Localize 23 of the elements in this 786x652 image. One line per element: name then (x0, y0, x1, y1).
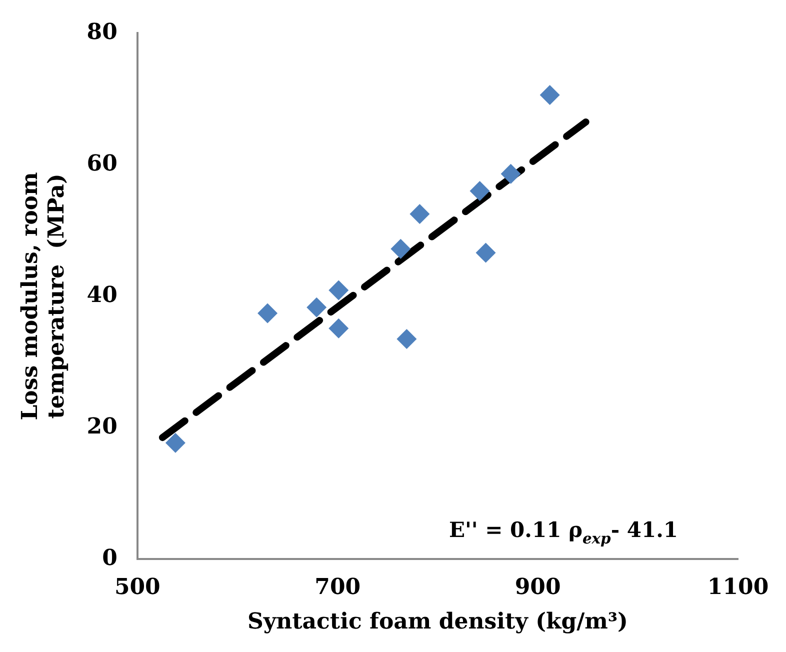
point (258, 303, 278, 324)
point (500, 164, 521, 184)
point (410, 204, 430, 224)
x-axis-title: Syntactic foam density (kg/m³) (247, 608, 628, 635)
point (476, 242, 496, 263)
x-tick-label: 900 (514, 574, 561, 600)
y-tick-label: 60 (86, 150, 118, 176)
y-axis-title: Loss modulus, room temperature (MPa) (16, 172, 70, 420)
point (470, 181, 490, 201)
point (328, 318, 349, 338)
x-tick-label: 1100 (707, 574, 769, 600)
point (306, 297, 327, 318)
x-tick-label: 700 (314, 574, 361, 600)
y-tick-label: 40 (86, 282, 118, 308)
y-tick-label: 80 (86, 18, 118, 45)
x-tick-label: 500 (114, 574, 160, 600)
y-tick-label: 20 (86, 413, 118, 440)
point (540, 85, 560, 106)
point (328, 280, 349, 300)
point (390, 238, 411, 259)
point (165, 432, 186, 453)
y-tick-label: 0 (102, 544, 118, 571)
point (396, 328, 417, 349)
